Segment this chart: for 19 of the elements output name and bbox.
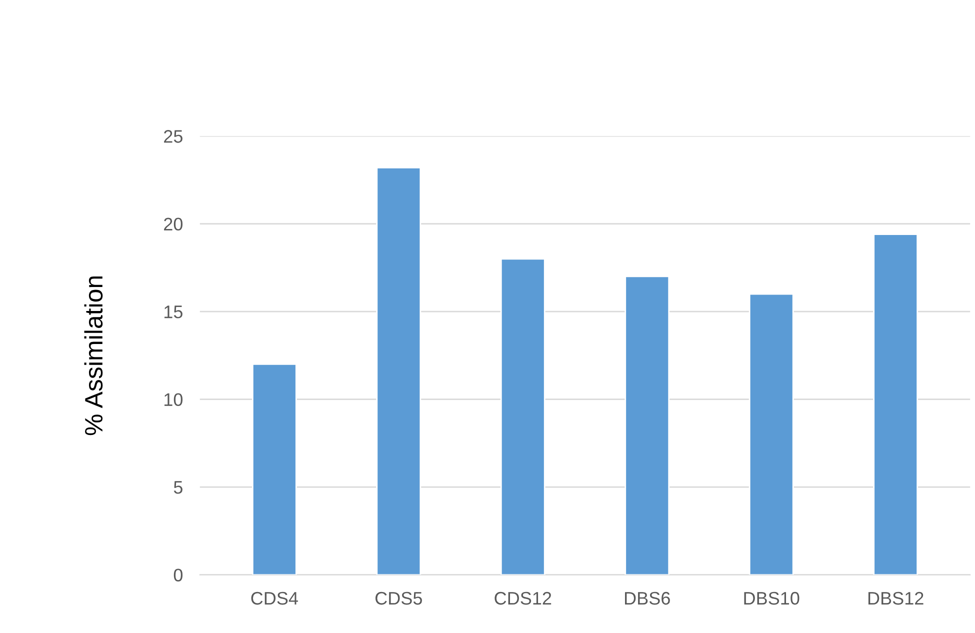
y-axis-title: % Assimilation xyxy=(84,276,103,436)
y-tick-label: 10 xyxy=(164,393,183,406)
bar xyxy=(748,293,794,575)
y-tick-label: 5 xyxy=(174,481,182,494)
bar xyxy=(500,258,546,575)
y-tick-label: 20 xyxy=(164,218,183,231)
y-tick-label: 15 xyxy=(164,306,182,318)
bar xyxy=(376,166,422,575)
x-tick-label: CDS4 xyxy=(251,592,298,605)
x-tick-label: DBS10 xyxy=(744,592,800,605)
bar xyxy=(624,276,670,575)
y-tick-label: 25 xyxy=(164,130,182,143)
x-tick-label: CDS5 xyxy=(375,592,422,605)
x-tick-label: DBS6 xyxy=(625,592,670,605)
bar xyxy=(252,364,297,575)
x-tick-label: DBS12 xyxy=(868,592,924,605)
bar xyxy=(873,234,918,575)
y-tick-label: 0 xyxy=(174,568,183,582)
x-tick-label: CDS12 xyxy=(494,592,552,605)
